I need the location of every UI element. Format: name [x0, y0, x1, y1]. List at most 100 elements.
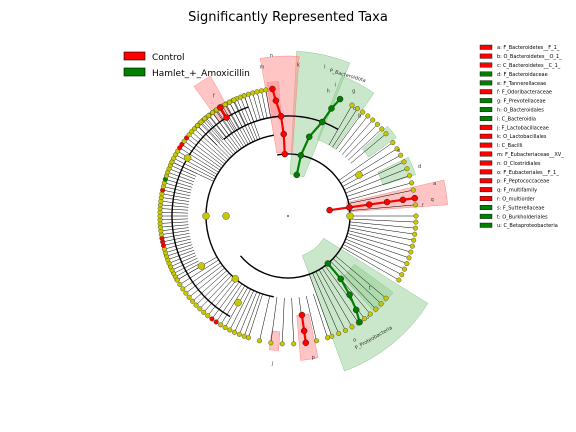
leaf-node-6-9	[413, 202, 419, 208]
leaf-node-2-3	[227, 327, 233, 333]
leaf-branch-7-2	[349, 221, 416, 229]
legend-label-hamlet: Hamlet_+_Amoxicillin	[152, 69, 250, 79]
key-label-9: j: F_Lactobacillaceae	[496, 125, 549, 131]
leaf-branch-2-10	[199, 275, 232, 309]
clade-letter-a: a	[433, 181, 436, 187]
leaf-branch-2-3	[229, 288, 251, 331]
leaf-branch-1-15	[208, 114, 238, 152]
leaf-branch-9-5	[270, 297, 278, 343]
lineage-node-5-1	[216, 104, 224, 111]
leaf-node-9-5	[268, 340, 274, 346]
leaf-node-9-4	[279, 341, 285, 347]
leaf-node-7-3	[412, 231, 418, 237]
legend: Control Hamlet_+_Amoxicillin	[123, 51, 250, 79]
leaf-branch-8-2	[330, 260, 377, 310]
leaf-branch-1-14	[205, 117, 236, 154]
leaf-node-2-5	[218, 322, 224, 328]
leaf-branch-0-5	[168, 252, 196, 264]
leaf-branch-6-7	[348, 189, 414, 204]
lineage-node-0-3	[383, 198, 391, 206]
clade-letter-s: s	[367, 314, 370, 320]
leaf-branch-3-9	[233, 99, 246, 126]
legend-swatch-hamlet	[123, 67, 146, 77]
key-swatch-3	[479, 71, 493, 77]
leaf-branch-2-14	[185, 265, 223, 294]
leaf-node-8-6	[349, 324, 355, 330]
leaf-branch-1-3	[177, 151, 218, 175]
clade-letter-c: c	[353, 106, 356, 112]
key-swatch-6	[479, 98, 493, 104]
leaf-node-6-4	[404, 166, 410, 172]
leaf-branch-3-5	[216, 109, 233, 134]
leaf-branch-0-15	[160, 224, 189, 228]
leaf-node-2-10	[197, 306, 203, 312]
leaf-branch-8-7	[315, 271, 346, 331]
leaf-branch-3-2	[204, 118, 224, 141]
leaf-node-6-7	[410, 187, 416, 193]
leaf-node-2-4	[222, 325, 228, 331]
leaf-branch-0-20	[160, 208, 189, 211]
leaf-node-4-0	[241, 93, 247, 99]
key-swatch-8	[479, 115, 493, 121]
clade-letter-q: q	[431, 197, 434, 203]
leaf-node-3-2	[202, 116, 208, 122]
leaf-node-7-2	[412, 225, 418, 231]
leaf-branch-0-26	[163, 186, 191, 194]
leaf-branch-0-4	[170, 255, 197, 267]
key-swatch-19	[479, 213, 493, 219]
leaf-branch-1-6	[184, 140, 222, 169]
clade-letter-f: f	[213, 93, 215, 99]
lineage-node-4-2	[302, 339, 310, 347]
leaf-branch-0-28	[165, 179, 193, 188]
lineage-node-1-5	[336, 95, 344, 103]
clade-letter-o: o	[353, 337, 356, 343]
leaf-branch-2-17	[177, 256, 218, 281]
leaf-branch-2-6	[215, 283, 243, 323]
leaf-node-7-10	[399, 272, 405, 278]
leaf-branch-1-4	[179, 147, 219, 173]
leaf-branch-5-4	[342, 119, 373, 155]
key-label-16: q: F_multifamily	[497, 188, 537, 194]
leaf-branch-5-6	[347, 128, 383, 161]
lineage-node-1-4	[328, 105, 335, 112]
lineage-1-1	[299, 136, 311, 156]
leaf-branch-7-4	[348, 227, 414, 241]
lineage-node-3-0	[281, 150, 289, 158]
leaf-node-9-6	[257, 338, 263, 344]
leaf-branch-3-1	[200, 121, 221, 143]
leaf-branch-9-3	[291, 297, 294, 344]
leaf-branch-7-7	[346, 236, 410, 259]
clade-letter-r: r	[422, 203, 425, 209]
key-label-8: i: C_Bacteroidia	[497, 116, 536, 122]
leaf-branch-0-22	[160, 200, 189, 205]
key-label-18: s: F_Sutterellaceae	[497, 205, 544, 211]
leaf-branch-6-0	[338, 142, 393, 181]
legend-swatch-control	[123, 51, 146, 61]
clade-letter-h: h	[327, 88, 330, 94]
leaf-node-8-4	[361, 316, 367, 322]
leaf-branch-5-0	[328, 105, 353, 146]
leaf-branch-9-4	[282, 297, 285, 344]
leaf-branch-7-6	[347, 233, 411, 253]
leaf-node-7-6	[408, 249, 414, 255]
leaf-branch-7-1	[349, 218, 416, 223]
leaf-node-3-0	[194, 122, 200, 128]
leaf-branch-2-2	[234, 290, 254, 333]
leaf-node-4-3	[254, 89, 260, 95]
leaf-node-5-1	[354, 105, 360, 111]
key-label-14: o: F_Eubacteriales__F_1_	[497, 170, 559, 176]
lineage-node-1-3	[318, 118, 326, 126]
leaf-node-3-1	[198, 119, 204, 125]
internal-node-1	[202, 212, 210, 220]
leaf-branch-0-9	[164, 241, 192, 250]
leaf-branch-0-31	[168, 168, 196, 180]
leaf-branch-8-8	[312, 272, 339, 334]
leaf-node-9-0	[325, 335, 331, 341]
key-label-4: e: F_Tannerellaceae	[497, 81, 546, 87]
key-swatch-13	[479, 160, 493, 166]
clade-letter-i: i	[335, 82, 336, 88]
leaf-node-2-11	[193, 302, 199, 308]
leaf-node-8-7	[342, 327, 348, 333]
leaf-node-3-7	[222, 102, 228, 108]
node-layer	[157, 85, 419, 347]
